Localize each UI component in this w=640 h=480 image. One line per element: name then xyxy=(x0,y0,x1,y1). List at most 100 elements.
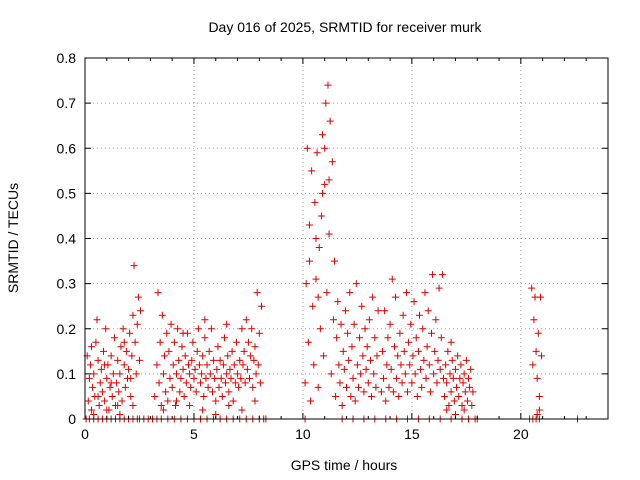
data-point xyxy=(462,356,470,364)
data-point xyxy=(332,392,340,400)
data-point xyxy=(192,388,200,396)
data-point xyxy=(218,392,226,400)
x-axis-label: GPS time / hours xyxy=(291,457,398,473)
y-tick-label: 0.8 xyxy=(57,50,77,66)
data-point xyxy=(350,320,358,328)
data-point xyxy=(156,338,164,346)
data-point xyxy=(186,401,194,409)
data-point xyxy=(334,298,342,306)
data-point xyxy=(129,401,137,409)
data-point xyxy=(430,370,438,378)
data-point xyxy=(426,388,434,396)
data-point xyxy=(240,347,248,355)
data-point xyxy=(453,383,461,391)
data-point xyxy=(532,347,540,355)
data-point xyxy=(180,392,188,400)
data-point xyxy=(236,356,244,364)
data-point xyxy=(103,406,111,414)
data-point xyxy=(114,356,122,364)
data-point xyxy=(311,198,319,206)
data-point xyxy=(101,361,109,369)
data-point xyxy=(364,379,372,387)
data-point xyxy=(321,180,329,188)
data-point xyxy=(199,352,207,360)
data-point xyxy=(393,374,401,382)
data-point xyxy=(460,370,468,378)
data-point xyxy=(460,406,468,414)
x-tick-labels: 0 5 10 15 20 xyxy=(81,426,529,442)
data-point xyxy=(319,189,327,197)
data-point xyxy=(442,361,450,369)
data-point xyxy=(331,257,339,265)
data-point xyxy=(96,379,104,387)
data-point xyxy=(314,293,322,301)
data-point xyxy=(536,293,544,301)
data-point xyxy=(458,401,466,409)
data-point xyxy=(208,388,216,396)
data-point xyxy=(205,347,213,355)
data-point xyxy=(443,379,451,387)
data-point xyxy=(465,374,473,382)
data-point xyxy=(422,374,430,382)
data-point xyxy=(328,158,336,166)
data-point xyxy=(210,356,218,364)
data-point xyxy=(137,307,145,315)
data-point xyxy=(174,325,182,333)
data-point xyxy=(398,379,406,387)
data-point xyxy=(165,347,173,355)
y-tick-label: 0.4 xyxy=(57,231,77,247)
data-point xyxy=(399,311,407,319)
data-point xyxy=(256,379,264,387)
data-point xyxy=(392,293,400,301)
data-point xyxy=(414,347,422,355)
data-point xyxy=(129,311,137,319)
data-point xyxy=(97,365,105,373)
data-point xyxy=(390,343,398,351)
data-point xyxy=(353,361,361,369)
data-point xyxy=(201,334,209,342)
data-point xyxy=(418,383,426,391)
data-point xyxy=(325,176,333,184)
data-point xyxy=(246,374,254,382)
data-point xyxy=(312,235,320,242)
data-point xyxy=(455,392,463,400)
data-point xyxy=(533,374,541,382)
data-point xyxy=(177,374,185,382)
data-point xyxy=(434,356,442,364)
data-point xyxy=(341,307,349,315)
data-point xyxy=(116,370,124,378)
data-point xyxy=(108,392,116,400)
data-point xyxy=(401,370,409,378)
data-point xyxy=(217,374,225,382)
x-tick-label: 5 xyxy=(190,426,198,442)
x-tick-label: 15 xyxy=(404,426,420,442)
data-point xyxy=(468,401,476,409)
data-point xyxy=(416,311,424,319)
data-point xyxy=(213,365,221,373)
data-point xyxy=(435,284,443,292)
data-point xyxy=(228,347,236,355)
data-point xyxy=(170,338,178,346)
data-point xyxy=(301,379,309,387)
data-point xyxy=(225,401,233,409)
data-point xyxy=(125,365,133,373)
data-point xyxy=(134,293,142,301)
data-point xyxy=(132,370,140,378)
data-point xyxy=(252,370,260,378)
data-point xyxy=(193,347,201,355)
data-point xyxy=(432,316,440,324)
data-point xyxy=(102,325,110,333)
data-point xyxy=(107,352,115,360)
data-point xyxy=(436,365,444,373)
data-point xyxy=(362,365,370,373)
data-point xyxy=(190,374,198,382)
data-point xyxy=(107,379,115,387)
data-point xyxy=(238,325,246,333)
data-point xyxy=(251,343,259,351)
data-point xyxy=(224,352,232,360)
data-point xyxy=(238,406,246,414)
data-point xyxy=(378,347,386,355)
data-point xyxy=(94,356,102,364)
data-point xyxy=(191,365,199,373)
